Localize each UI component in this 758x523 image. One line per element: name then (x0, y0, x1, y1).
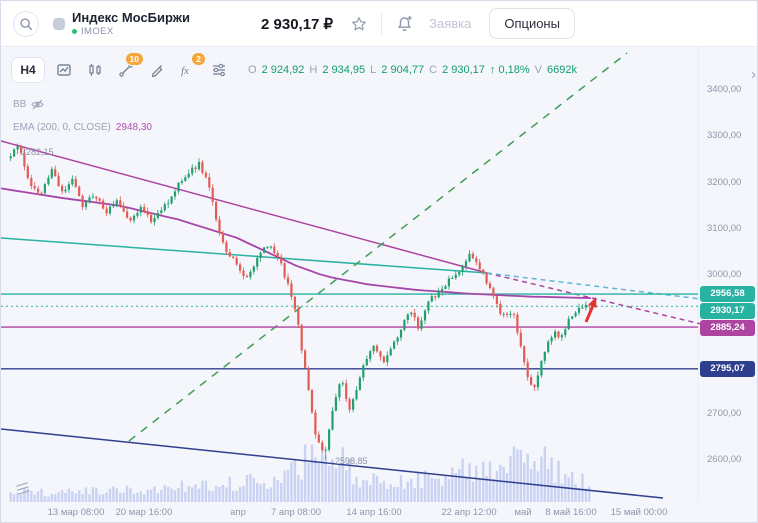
brush-icon (151, 65, 163, 78)
chart-area: H4 (1, 47, 757, 522)
indicators-button[interactable]: fx 2 (176, 52, 206, 82)
layers-icon (16, 482, 30, 495)
svg-text:fx: fx (181, 65, 189, 77)
candles-icon (89, 64, 101, 76)
brush-button[interactable] (145, 58, 169, 82)
favorite-button[interactable] (347, 12, 371, 36)
sliders-icon (213, 63, 225, 77)
bell-plus-icon (398, 16, 412, 31)
drawings-count-badge: 10 (124, 52, 144, 66)
chart-toolbar: H4 (11, 52, 577, 83)
search-button[interactable] (13, 10, 39, 37)
chart-frame-icon (57, 64, 71, 76)
price-marker-arrow-icon: → (11, 147, 20, 157)
timeframe-button[interactable]: H4 (11, 57, 45, 83)
instrument-selector[interactable]: Индекс МосБиржи IMOEX (53, 10, 231, 37)
chart-settings-button[interactable] (207, 58, 231, 82)
bb-label: BB (13, 99, 27, 110)
indicator-bb-row[interactable]: BB (13, 99, 45, 110)
object-tree-button[interactable] (15, 481, 31, 498)
ohlc-v-label: V (534, 64, 542, 76)
chart-high-label: →3282,15 (11, 147, 54, 157)
instrument-name: Индекс МосБиржи (72, 10, 190, 25)
search-icon (20, 17, 33, 30)
options-button[interactable]: Опционы (489, 8, 575, 39)
create-alert-button[interactable] (392, 11, 417, 36)
instrument-logo-icon (53, 17, 65, 30)
ohlc-c-value: 2 930,17 (442, 64, 485, 76)
ohlc-h-label: H (309, 64, 318, 76)
ema-label: EMA (200, 0, CLOSE) (13, 122, 111, 133)
indicators-count-badge: 2 (191, 52, 206, 66)
last-price: 2 930,17 ₽ (261, 15, 334, 33)
indicator-ema-row[interactable]: EMA (200, 0, CLOSE) 2948,30 (13, 122, 152, 133)
ohlc-o-value: 2 924,92 (261, 64, 305, 76)
chart-layout-button[interactable] (52, 58, 76, 82)
ohlc-l-value: 2 904,77 (381, 64, 425, 76)
chart-low-label: →2598,85 (325, 456, 368, 466)
ohlc-change: ↑ 0,18% (489, 64, 530, 76)
star-icon (352, 16, 367, 30)
fx-icon: fx (181, 65, 189, 77)
header-divider (381, 12, 383, 35)
ohlc-readout: O 2 924,92 H 2 934,95 L 2 904,77 C 2 930… (248, 64, 577, 76)
eye-off-icon (31, 99, 45, 110)
order-button[interactable]: Заявка (417, 8, 483, 39)
trendline-icon (119, 63, 133, 77)
market-open-dot-icon (72, 29, 77, 34)
collapse-right-panel-icon[interactable]: › (751, 66, 756, 83)
header: Индекс МосБиржи IMOEX 2 930,17 ₽ Заявк (1, 1, 757, 47)
drawings-button[interactable]: 10 (114, 52, 144, 82)
ohlc-h-value: 2 934,95 (322, 64, 366, 76)
ohlc-v-value: 6692k (547, 64, 577, 76)
chart-canvas[interactable] (1, 47, 758, 523)
price-marker-arrow-icon: → (325, 456, 334, 466)
ema-value: 2948,30 (115, 122, 152, 133)
instrument-ticker: IMOEX (81, 26, 114, 37)
ohlc-l-label: L (370, 64, 377, 76)
ohlc-o-label: O (248, 64, 257, 76)
ohlc-c-label: C (429, 64, 438, 76)
chart-type-button[interactable] (83, 58, 107, 82)
